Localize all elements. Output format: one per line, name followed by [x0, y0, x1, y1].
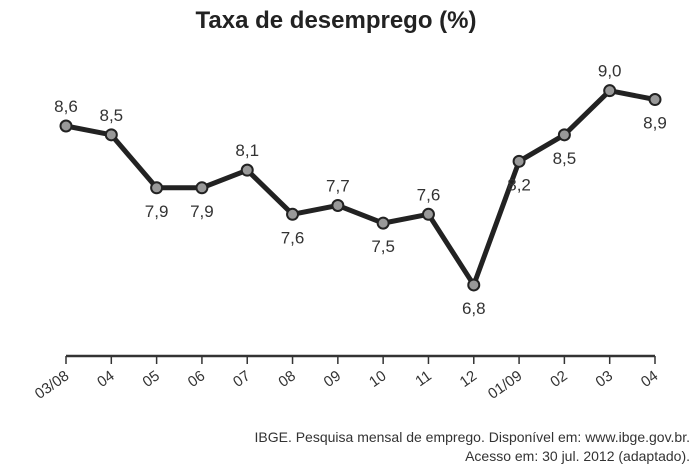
series-line: [65, 88, 656, 288]
data-label: 7,6: [417, 185, 441, 204]
x-tick-label: 09: [321, 367, 344, 390]
data-point: [150, 181, 164, 195]
data-point: [603, 84, 617, 98]
data-point: [421, 207, 435, 221]
x-tick-label: 02: [547, 367, 570, 390]
data-label: 8,2: [507, 175, 531, 194]
data-point: [512, 154, 526, 168]
data-label: 7,7: [326, 176, 350, 195]
x-tick-label: 07: [230, 367, 253, 390]
data-label: 6,8: [462, 299, 486, 318]
x-tick-label: 12: [457, 367, 480, 390]
x-tick-label: 04: [638, 367, 661, 390]
data-point: [104, 128, 118, 142]
chart-title: Taxa de desemprego (%): [196, 7, 477, 34]
source-line-2: Acesso em: 30 jul. 2012 (adaptado).: [465, 448, 690, 464]
data-point: [240, 163, 254, 177]
data-point: [648, 93, 662, 107]
data-label: 7,9: [190, 202, 214, 221]
data-point: [557, 128, 571, 142]
source-line-1: IBGE. Pesquisa mensal de emprego. Dispon…: [254, 429, 690, 445]
data-label: 7,5: [371, 237, 395, 256]
x-tick-label: 10: [366, 367, 389, 390]
data-point: [331, 198, 345, 212]
x-tick-label: 03/08: [32, 367, 73, 402]
data-point: [467, 278, 481, 292]
x-tick-label: 11: [412, 367, 435, 390]
data-label: 8,9: [643, 114, 667, 133]
x-tick-label: 05: [139, 367, 162, 390]
data-point: [286, 207, 300, 221]
data-point: [59, 119, 73, 133]
data-point: [195, 181, 209, 195]
x-tick-label: 03: [593, 367, 616, 390]
data-label: 7,9: [145, 202, 169, 221]
data-label: 8,5: [553, 149, 577, 168]
x-tick-label: 04: [94, 367, 117, 390]
data-point: [376, 216, 390, 230]
data-label: 8,5: [99, 106, 123, 125]
data-label: 8,6: [54, 97, 78, 116]
x-tick-label: 08: [275, 367, 298, 390]
data-label: 9,0: [598, 62, 622, 81]
x-tick-label: 01/09: [485, 367, 526, 402]
data-label: 8,1: [235, 141, 259, 160]
data-label: 7,6: [281, 228, 305, 247]
x-tick-label: 06: [185, 367, 208, 390]
